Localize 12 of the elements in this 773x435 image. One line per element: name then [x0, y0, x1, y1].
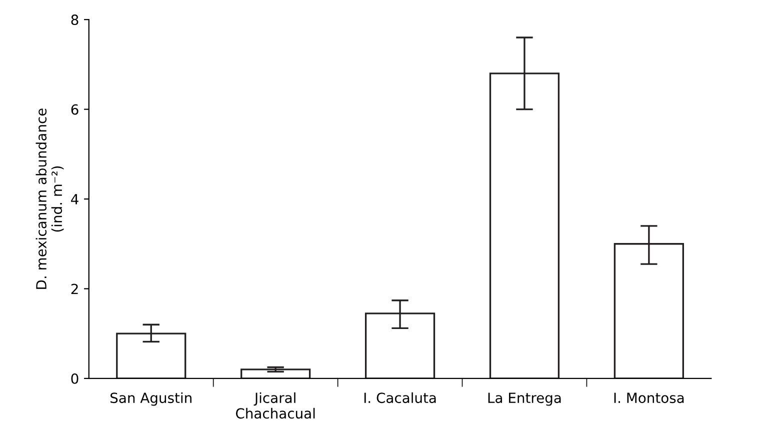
x-tick-label: I. Montosa [614, 392, 684, 404]
y-axis-title: D. mexicanum abundance (ind. m⁻²) [36, 108, 64, 289]
x-tick-label: I. Cacaluta [364, 392, 436, 404]
x-tick-label: La Entrega [488, 392, 561, 406]
x-tick-label: San Agustin [110, 392, 192, 406]
y-tick-label: 0 [71, 373, 78, 384]
y-tick-label: 6 [71, 104, 78, 115]
y-tick-label: 8 [71, 14, 78, 26]
x-tick-label: Jicaral Chachacual [236, 392, 315, 419]
y-tick-label: 4 [71, 194, 78, 204]
bar [240, 368, 311, 378]
y-tick-label: 2 [71, 284, 78, 294]
